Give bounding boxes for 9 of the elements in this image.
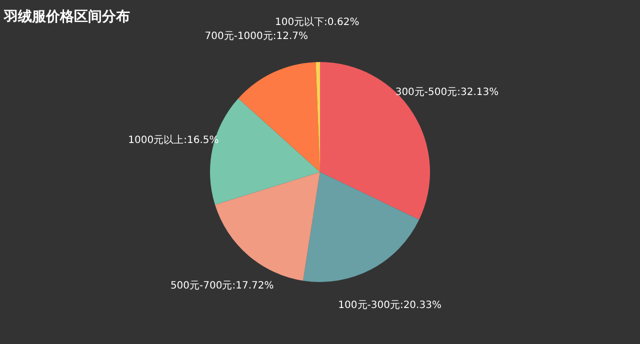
pie-slice [215,172,320,281]
slice-label: 100元以下:0.62% [274,16,360,28]
pie-slice [238,62,320,172]
slice-label: 500元-700元:17.72% [170,280,274,292]
chart-title: 羽绒服价格区间分布 [3,9,130,25]
slice-label: 700元-1000元:12.7% [204,31,308,42]
slice-label: 100元-300元:20.33% [338,300,442,311]
pie-slice [303,172,420,282]
slice-label: 300元-500元:32.13% [395,87,499,98]
